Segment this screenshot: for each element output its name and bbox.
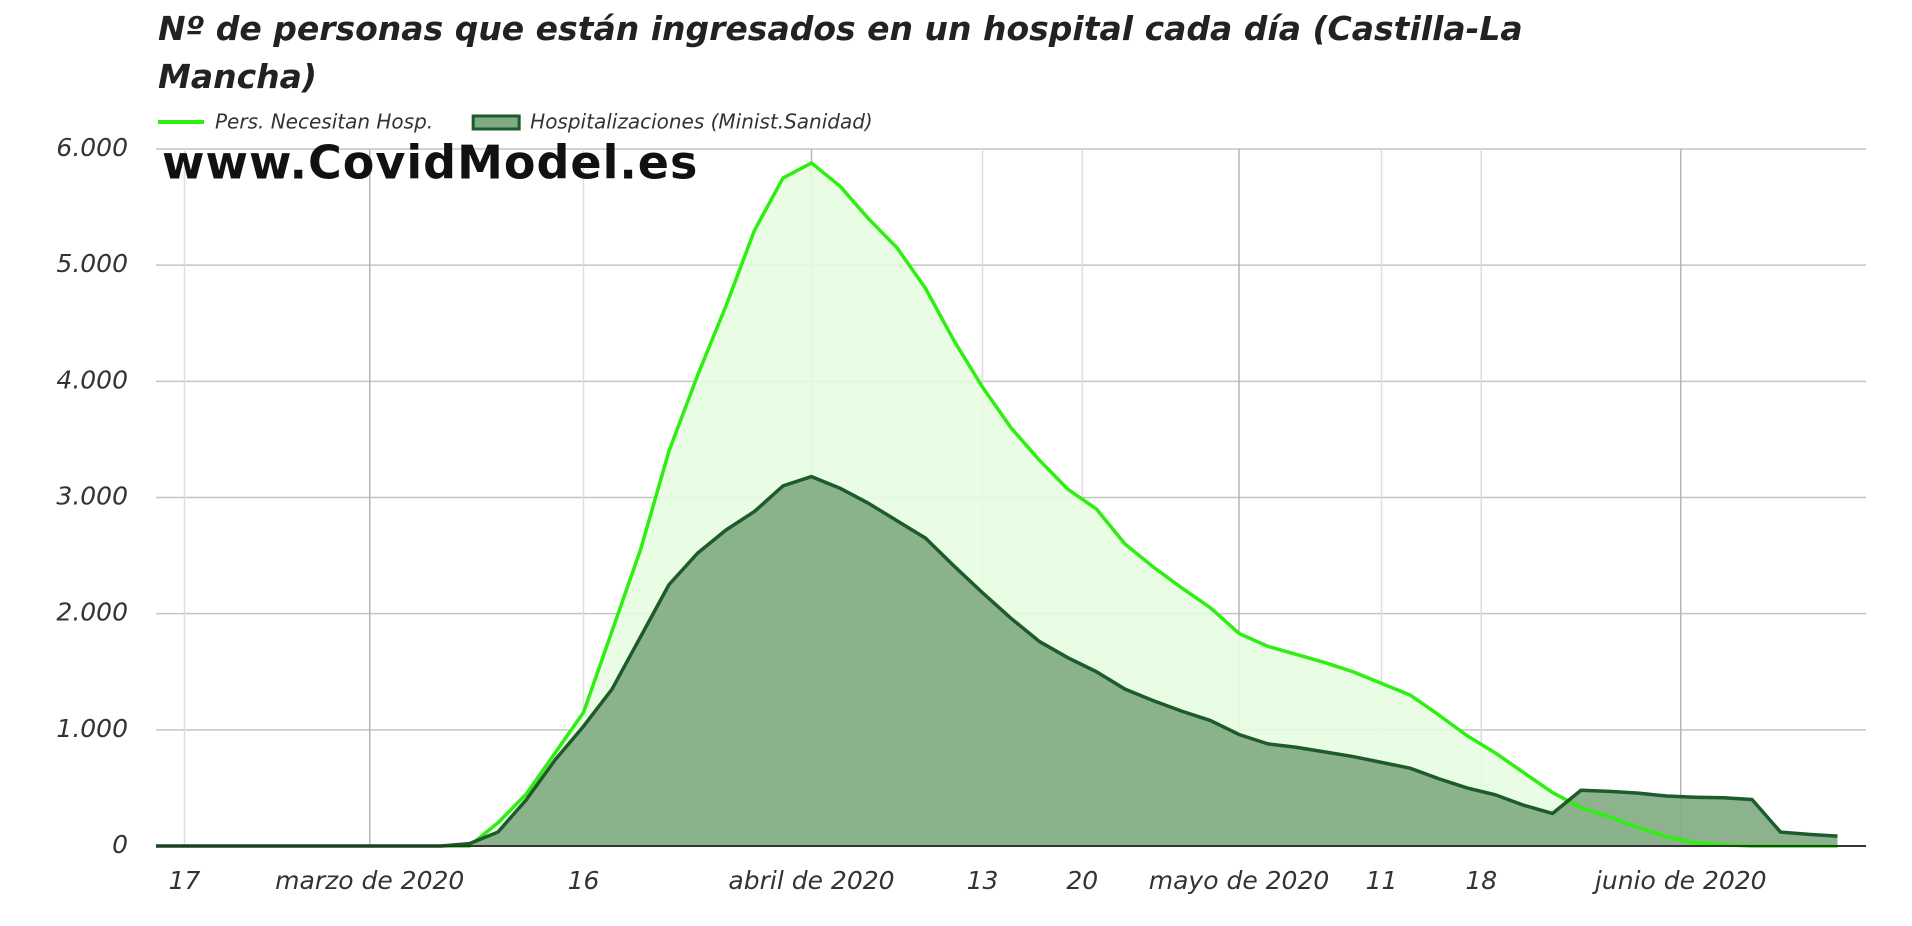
y-tick-label: 6.000 [56,133,128,162]
x-tick-label: 13 [967,866,999,895]
area-fill [156,162,1838,846]
y-tick-label: 2.000 [56,598,128,627]
legend-label: Pers. Necesitan Hosp. [215,110,433,134]
watermark: www.CovidModel.es [162,136,698,190]
y-tick-label: 5.000 [56,249,128,278]
x-tick-label: mayo de 2020 [1149,866,1330,895]
chart-title-line: Nº de personas que están ingresados en u… [158,9,1523,96]
x-tick-label: abril de 2020 [728,866,894,895]
area-fill [156,476,1838,846]
x-tick-label: marzo de 2020 [275,866,464,895]
y-tick-label: 4.000 [56,365,128,394]
legend-label: Hospitalizaciones (Minist.Sanidad) [530,110,873,134]
legend-swatch [471,114,521,131]
x-tick-label: 17 [169,866,201,895]
x-tick-label: junio de 2020 [1592,866,1767,895]
plot-area [156,148,1866,848]
x-tick-label: 11 [1366,866,1398,895]
x-tick-label: 16 [568,866,600,895]
y-tick-label: 3.000 [56,482,128,511]
y-tick-label: 0 [112,830,128,859]
x-tick-label: 18 [1465,866,1497,895]
y-tick-label: 1.000 [56,714,128,743]
x-tick-label: 20 [1066,866,1098,895]
